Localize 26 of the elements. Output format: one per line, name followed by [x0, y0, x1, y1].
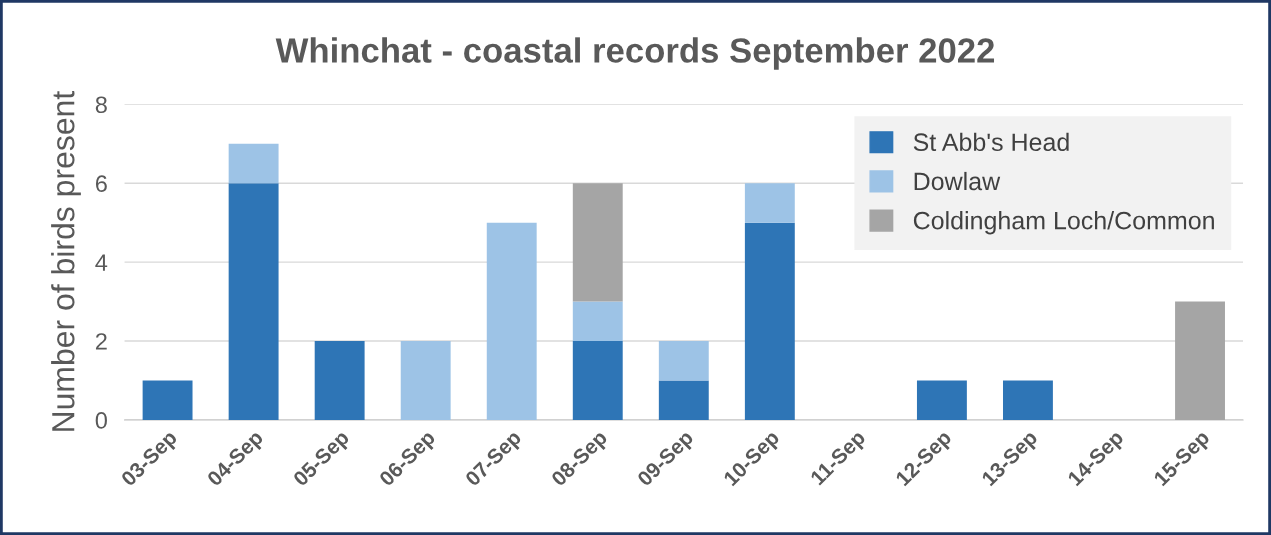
bar: [744, 183, 795, 223]
bar: [486, 222, 537, 420]
y-tick-label: 0: [95, 412, 107, 429]
bar: [142, 380, 193, 420]
bar: [572, 341, 623, 420]
bar: [1175, 301, 1225, 420]
legend-label: Dowlaw: [914, 171, 1001, 191]
bar: [658, 380, 709, 420]
bar: [916, 380, 967, 420]
y-tick-label: 2: [95, 333, 107, 350]
bar: [658, 341, 709, 381]
bar: [572, 301, 623, 342]
y-axis-title: Number of birds present: [51, 91, 81, 431]
bar: [314, 341, 365, 420]
y-tick-label: 4: [95, 254, 108, 271]
y-tick-label: 8: [95, 96, 107, 114]
bar: [228, 143, 279, 184]
bar: [228, 183, 279, 420]
bar: [400, 341, 451, 420]
bar: [572, 183, 623, 302]
bar: [744, 222, 795, 420]
y-tick-label: 6: [95, 175, 107, 193]
chart-title: Whinchat - coastal records September 2022: [275, 37, 995, 70]
legend-label: St Abb's Head: [913, 132, 1069, 152]
bar: [1002, 380, 1053, 420]
legend-label: Coldingham Loch/Common: [913, 211, 1214, 235]
